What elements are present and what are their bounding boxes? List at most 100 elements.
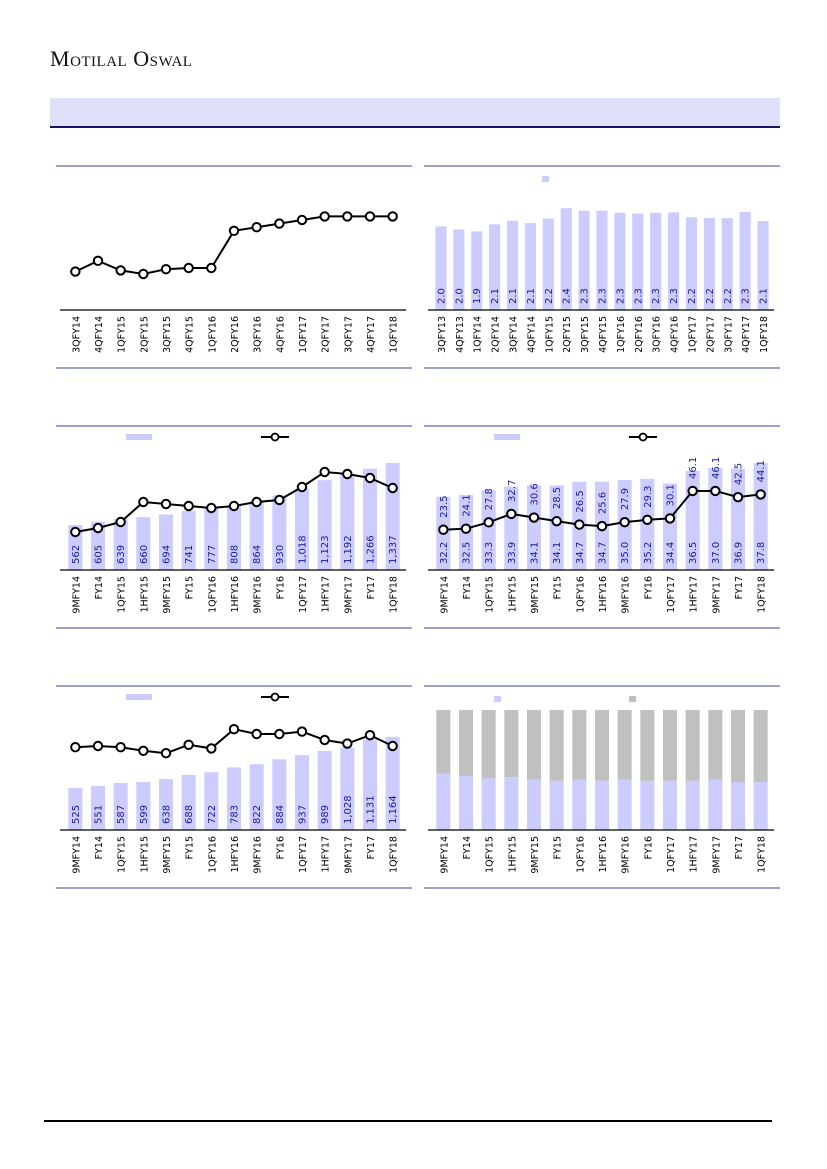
line-point [160, 498, 172, 510]
line-point [732, 491, 744, 503]
line-point [619, 516, 630, 528]
chart-bottom-left: 525 551 587 599 638 688 722 783 822 884 937 989 1,02… [56, 685, 412, 889]
x-tick-label: 3QFY17 [723, 316, 734, 353]
line-point [138, 745, 149, 757]
line-point [206, 743, 217, 754]
bar [504, 486, 519, 570]
line-point [160, 264, 172, 275]
x-tick-label: 1QFY16 [616, 316, 627, 353]
line-value-label: 46.1 [711, 457, 722, 479]
x-tick-label: 1QFY16 [207, 576, 218, 613]
stacked-bar-segment [572, 779, 587, 830]
line-point [342, 738, 353, 749]
bar-value-label: 37.8 [756, 542, 767, 564]
bar-value-label: 2.3 [633, 288, 644, 304]
bar-value-label: 777 [207, 545, 218, 564]
x-tick-label: 9MFY16 [621, 576, 632, 614]
x-tick-label: 3QFY16 [253, 316, 264, 353]
bar [294, 488, 310, 570]
x-tick-label: 9MFY16 [253, 576, 264, 614]
bar [272, 495, 287, 570]
x-tick-label: 1HFY16 [598, 576, 609, 613]
x-tick-label: 3QFY16 [652, 316, 663, 353]
stacked-bar-segment [526, 779, 542, 830]
bar-value-label: 2.3 [598, 288, 609, 304]
bar [506, 220, 519, 310]
x-tick-label: 1QFY17 [687, 316, 698, 353]
bar-value-label: 34.7 [575, 542, 586, 564]
x-tick-label: 4QFY17 [366, 316, 377, 353]
x-tick-label: 1QFY16 [575, 836, 586, 873]
bar-value-label: 2.2 [544, 288, 555, 304]
legend-marker [270, 432, 280, 442]
line-point [228, 225, 240, 237]
bar [453, 229, 465, 310]
x-tick-label: 1QFY17 [298, 316, 309, 353]
bar [385, 736, 400, 830]
line-point [138, 268, 149, 280]
line-point [506, 508, 517, 520]
bar-value-label: 2.3 [651, 288, 662, 304]
bar [68, 788, 83, 830]
bar [753, 463, 768, 570]
bar-value-label: 884 [275, 805, 286, 824]
x-tick-label: 9MFY17 [711, 836, 722, 874]
line-point [342, 211, 353, 222]
line-point [551, 515, 562, 527]
line-point [274, 218, 285, 229]
stacked-bar-segment [504, 710, 519, 778]
bar [362, 468, 378, 570]
x-tick-label: 9MFY16 [253, 836, 264, 874]
bar-value-label: 638 [162, 805, 173, 824]
chart-top-right: 2.0 2.0 1.9 2.1 2.1 2.1 2.2 2.4 2.3 2.3 2.3 2.3 2.3 2… [424, 165, 780, 369]
line-point [70, 266, 81, 277]
line-point [115, 741, 126, 753]
series-line [74, 215, 393, 276]
x-tick-label: 1QFY18 [759, 316, 770, 353]
bar [739, 211, 751, 310]
stacked-bar-segment [549, 780, 564, 830]
legend-marker [270, 692, 280, 702]
x-tick-label: 2QFY15 [562, 316, 573, 353]
bar-value-label: 930 [275, 545, 286, 564]
line-point [274, 728, 285, 740]
brand-logo: Motilal Oswal [50, 46, 192, 72]
line-point [387, 740, 398, 752]
line-value-label: 24.1 [462, 494, 473, 516]
stacked-bar-segment [730, 710, 746, 782]
line-point [483, 517, 494, 528]
line-point [364, 730, 376, 741]
x-tick-label: 1QFY14 [473, 316, 484, 353]
legend-swatch [126, 434, 152, 440]
bar-value-label: 35.2 [643, 542, 654, 564]
line-value-label: 42.5 [734, 463, 745, 485]
bar-value-label: 2.1 [508, 288, 519, 304]
bar [578, 210, 590, 310]
x-tick-label: 1QFY16 [207, 316, 218, 353]
stacked-bar-segment [617, 710, 632, 780]
x-tick-label: 1QFY15 [117, 836, 128, 873]
bar-value-label: 37.0 [711, 542, 722, 564]
chart-panel-top-left: 3QFY14 4QFY14 1QFY15 2QFY15 3QFY15 4QFY15 1QFY… [56, 160, 412, 372]
x-tick-label: 1QFY17 [298, 576, 309, 613]
x-tick-label: 4QFY15 [598, 316, 609, 353]
x-tick-label: FY17 [366, 836, 377, 859]
x-tick-label: 9MFY14 [439, 836, 450, 874]
x-tick-label: FY16 [275, 576, 286, 599]
line-point [70, 741, 81, 753]
bar-value-label: 2.2 [723, 288, 734, 304]
bar-value-label: 525 [71, 805, 82, 824]
x-tick-label: 9MFY15 [530, 836, 541, 874]
line-point [92, 255, 104, 267]
bar [272, 759, 287, 830]
x-tick-label: 1QFY18 [757, 576, 768, 613]
stacked-bar-segment [662, 780, 678, 830]
line-point [574, 519, 585, 530]
x-tick-label: FY17 [734, 576, 745, 599]
bar [526, 485, 542, 570]
x-tick-label: FY17 [366, 576, 377, 599]
legend-swatch [126, 694, 152, 700]
bar-value-label: 34.7 [598, 542, 609, 564]
line-point [70, 526, 81, 538]
bar [524, 223, 536, 310]
